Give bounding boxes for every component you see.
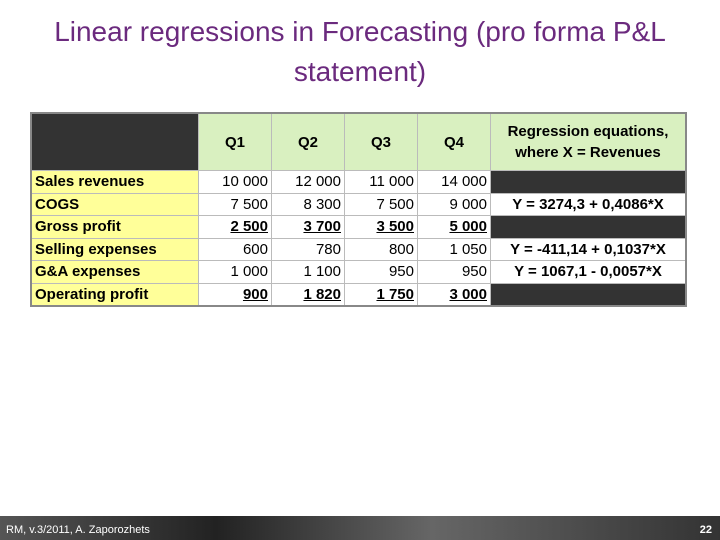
quarter-header: Q3 [344, 112, 418, 171]
row-label: Gross profit [30, 215, 199, 239]
quarter-header: Q2 [271, 112, 345, 171]
row-label: G&A expenses [30, 260, 199, 284]
value-cell: 800 [344, 237, 418, 261]
quarter-header: Q4 [417, 112, 491, 171]
value-cell: 1 000 [198, 260, 272, 284]
pl-table: Q1 Q2 Q3 Q4 Regression equations, where X = … [30, 112, 687, 307]
value-cell: 1 100 [271, 260, 345, 284]
empty-equation-cell [490, 170, 687, 194]
value-cell: 3 700 [271, 215, 345, 239]
equation-cell: Y = -411,14 + 0,1037*X [490, 237, 687, 261]
table-row: COGS 7 500 8 300 7 500 9 000 Y = 3274,3 + 0,4… [30, 192, 687, 216]
value-cell: 1 050 [417, 237, 491, 261]
value-cell: 10 000 [198, 170, 272, 194]
table-row: Gross profit 2 500 3 700 3 500 5 000 [30, 215, 687, 239]
value-cell: 7 500 [344, 192, 418, 216]
footer: RM, v.3/2011, A. Zaporozhets 22 [0, 516, 720, 540]
corner-cell [30, 112, 199, 171]
value-cell: 950 [344, 260, 418, 284]
table-row: Operating profit 900 1 820 1 750 3 000 [30, 282, 687, 307]
value-cell: 900 [198, 282, 272, 307]
value-cell: 950 [417, 260, 491, 284]
regression-header: Regression equations, where X = Revenues [490, 112, 687, 171]
value-cell: 780 [271, 237, 345, 261]
footer-author: RM, v.3/2011, A. Zaporozhets [6, 524, 150, 536]
row-label: Operating profit [30, 282, 199, 307]
quarter-header: Q1 [198, 112, 272, 171]
value-cell: 8 300 [271, 192, 345, 216]
value-cell: 2 500 [198, 215, 272, 239]
equation-cell: Y = 3274,3 + 0,4086*X [490, 192, 687, 216]
empty-equation-cell [490, 215, 687, 239]
table-row: Sales revenues 10 000 12 000 11 000 14 000 [30, 170, 687, 194]
value-cell: 7 500 [198, 192, 272, 216]
value-cell: 9 000 [417, 192, 491, 216]
value-cell: 1 750 [344, 282, 418, 307]
table-row: G&A expenses 1 000 1 100 950 950 Y = 1067,1 -… [30, 260, 687, 284]
value-cell: 3 000 [417, 282, 491, 307]
page-number: 22 [699, 524, 712, 536]
equation-cell: Y = 1067,1 - 0,0057*X [490, 260, 687, 284]
header-row: Q1 Q2 Q3 Q4 Regression equations, where X = … [30, 112, 687, 171]
value-cell: 11 000 [344, 170, 418, 194]
value-cell: 12 000 [271, 170, 345, 194]
value-cell: 600 [198, 237, 272, 261]
table-row: Selling expenses 600 780 800 1 050 Y = -411,1… [30, 237, 687, 261]
empty-equation-cell [490, 282, 687, 307]
value-cell: 3 500 [344, 215, 418, 239]
value-cell: 5 000 [417, 215, 491, 239]
value-cell: 14 000 [417, 170, 491, 194]
row-label: COGS [30, 192, 199, 216]
row-label: Sales revenues [30, 170, 199, 194]
value-cell: 1 820 [271, 282, 345, 307]
row-label: Selling expenses [30, 237, 199, 261]
slide-title: Linear regressions in Forecasting (pro f… [54, 16, 666, 87]
